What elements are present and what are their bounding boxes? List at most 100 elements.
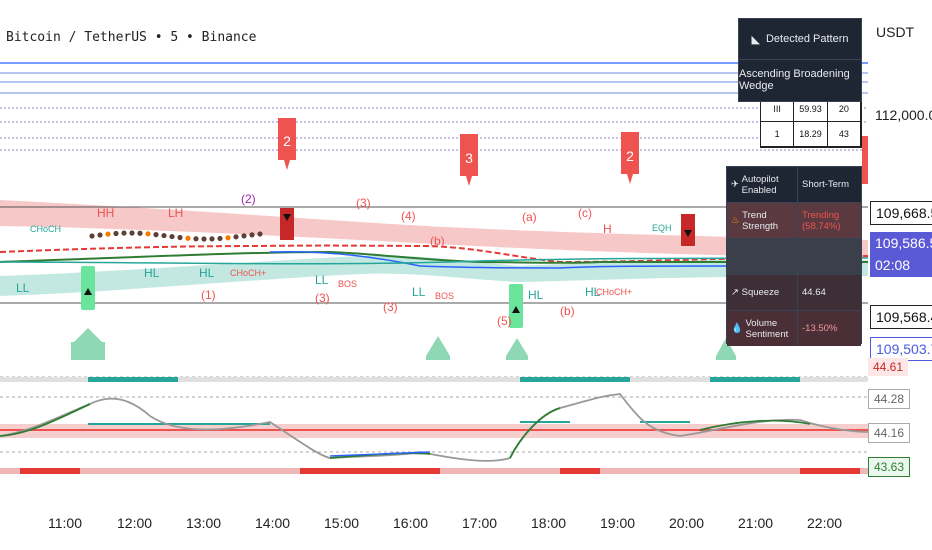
buy-marker[interactable] bbox=[81, 266, 95, 310]
time-axis-label: 16:00 bbox=[393, 515, 429, 531]
label-wave: (c) bbox=[578, 206, 592, 220]
label-hl: HL bbox=[144, 266, 160, 280]
label-eqh: EQH bbox=[652, 223, 672, 233]
time-axis-label: 19:00 bbox=[600, 515, 636, 531]
signal-number: 2 bbox=[626, 148, 634, 164]
stats-value: -13.50% bbox=[802, 323, 838, 334]
drop-icon: 💧 bbox=[731, 323, 743, 334]
up-triangle-icon bbox=[716, 338, 736, 356]
pattern-title: Detected Pattern bbox=[765, 33, 849, 45]
table-cell: 1 bbox=[761, 122, 795, 146]
buy-marker[interactable] bbox=[509, 284, 523, 328]
table-cell: 43 bbox=[828, 122, 861, 146]
label-hh: HH bbox=[97, 206, 115, 220]
price-axis-label: 112,000.00 bbox=[870, 104, 932, 126]
time-axis-label: 17:00 bbox=[462, 515, 498, 531]
label-ll: LL bbox=[16, 281, 30, 295]
time-axis-label: 12:00 bbox=[117, 515, 153, 531]
signal-dot bbox=[177, 234, 183, 241]
flame-icon: ♨ bbox=[731, 215, 740, 226]
sell-marker[interactable] bbox=[681, 214, 695, 246]
label-wave: (3) bbox=[383, 300, 398, 314]
table-cell: 18.29 bbox=[794, 122, 828, 146]
label-wave: (2) bbox=[241, 192, 256, 206]
stats-row: 💧 Volume Sentiment -13.50% bbox=[727, 311, 861, 346]
label-wave: (a) bbox=[522, 210, 537, 224]
current-price-label: 109,586.58 bbox=[870, 232, 932, 255]
time-axis-label: 15:00 bbox=[324, 515, 360, 531]
signal-dots bbox=[89, 230, 263, 242]
signal-dot bbox=[241, 233, 247, 239]
label-hl: HL bbox=[528, 288, 544, 302]
ma-red bbox=[0, 244, 868, 264]
signal-dot bbox=[185, 235, 191, 241]
signal-dot bbox=[129, 230, 135, 236]
signal-dot bbox=[105, 231, 111, 237]
wedge-icon: ◣ bbox=[751, 33, 760, 46]
label-wave: (3) bbox=[315, 291, 330, 305]
osc-axis-label: 43.63 bbox=[868, 457, 910, 477]
oscillator-chart[interactable] bbox=[0, 360, 868, 510]
table-cell: III bbox=[761, 97, 795, 121]
price-axis-label: 109,668.55 bbox=[870, 201, 932, 225]
osc-axis-label: 44.16 bbox=[868, 423, 910, 443]
signal-number: 2 bbox=[283, 133, 291, 149]
signal-dot bbox=[193, 236, 199, 242]
signal-dot bbox=[233, 234, 239, 240]
signal-balloon[interactable]: 3 bbox=[460, 134, 478, 186]
table-cell: 20 bbox=[828, 97, 861, 121]
label-wave: (4) bbox=[401, 209, 416, 223]
price-chart[interactable]: 2 3 2 bbox=[0, 0, 868, 360]
up-triangle-icon bbox=[506, 338, 528, 356]
signal-dot bbox=[145, 231, 151, 237]
level-lines bbox=[0, 62, 868, 151]
stats-value: Short-Term bbox=[802, 179, 849, 190]
signal-dot bbox=[209, 236, 215, 242]
signal-dot bbox=[97, 232, 103, 238]
label-lh: LH bbox=[168, 206, 184, 220]
signal-dot bbox=[121, 230, 127, 236]
signal-dot bbox=[225, 235, 231, 241]
signal-dot bbox=[113, 230, 119, 237]
signal-dot bbox=[201, 236, 207, 242]
label-bos: BOS bbox=[338, 279, 358, 289]
stats-key: Squeeze bbox=[741, 287, 780, 298]
stats-key: Trend Strength bbox=[742, 209, 779, 232]
stats-row: ✈ Autopilot Enabled Short-Term bbox=[727, 167, 861, 203]
label-h: H bbox=[603, 222, 612, 236]
detected-pattern-panel: ◣ Detected Pattern Ascending Broadening … bbox=[738, 18, 862, 102]
stats-key: Volume Sentiment bbox=[745, 317, 789, 340]
label-ll: LL bbox=[412, 285, 426, 299]
signal-dot bbox=[217, 235, 223, 242]
stats-value: 44.64 bbox=[802, 287, 826, 298]
arrow-icon: ↗ bbox=[731, 287, 739, 298]
signal-number: 3 bbox=[465, 150, 473, 166]
signal-balloon[interactable]: 2 bbox=[278, 118, 296, 170]
label-hl: HL bbox=[585, 285, 601, 299]
signal-dot bbox=[161, 232, 167, 239]
signal-dot bbox=[249, 232, 255, 238]
label-choch: CHoCH bbox=[30, 224, 62, 234]
countdown-label: 02:08 bbox=[870, 254, 932, 277]
ma-teal bbox=[0, 257, 868, 265]
bear-cloud bbox=[0, 200, 868, 258]
up-triangle-icon bbox=[426, 336, 450, 356]
table-row: 1 18.29 43 bbox=[761, 122, 861, 147]
ma-blue bbox=[269, 250, 731, 269]
sell-marker[interactable] bbox=[280, 208, 294, 240]
label-wave: (1) bbox=[201, 288, 216, 302]
label-wave: (3) bbox=[356, 196, 371, 210]
label-chochplus: CHoCH+ bbox=[596, 287, 633, 297]
signal-balloon[interactable]: 2 bbox=[621, 132, 639, 184]
label-wave: (b) bbox=[430, 234, 445, 248]
stats-mini-table: III 59.93 20 1 18.29 43 bbox=[760, 96, 862, 148]
time-axis-label: 11:00 bbox=[48, 515, 82, 531]
label-chochplus: CHoCH+ bbox=[230, 268, 267, 278]
price-axis-label: 109,568.41 bbox=[870, 305, 932, 329]
stats-row: ♨ Trend Strength Trending (58.74%) bbox=[727, 203, 861, 239]
plane-icon: ✈ bbox=[731, 179, 739, 190]
chart-title: Bitcoin / TetherUS • 5 • Binance bbox=[6, 30, 257, 45]
up-triangle-icon bbox=[74, 328, 102, 342]
stats-row: ↗ Squeeze 44.64 bbox=[727, 275, 861, 311]
currency-label[interactable]: USDT bbox=[876, 24, 915, 40]
